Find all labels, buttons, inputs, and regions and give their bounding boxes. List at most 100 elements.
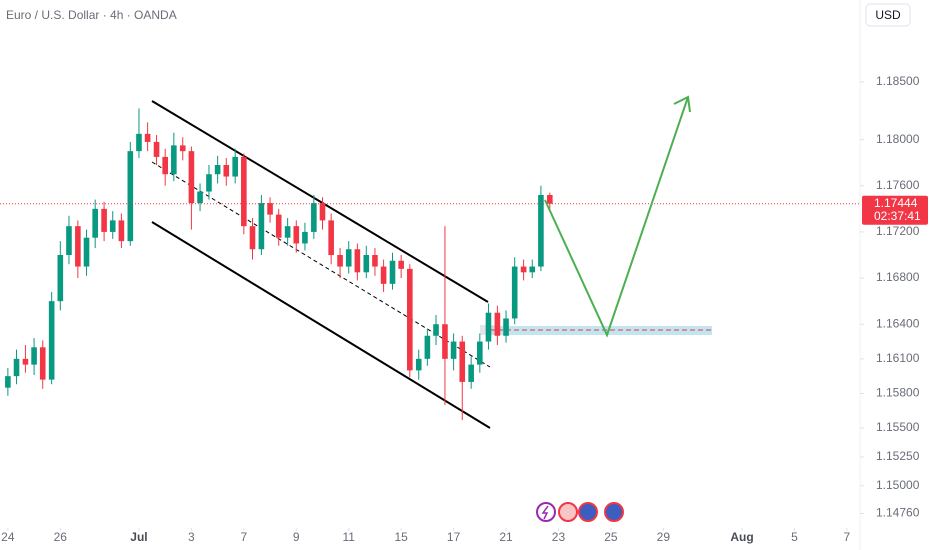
x-tick-label: 7 xyxy=(844,530,851,544)
y-tick-label: 1.17200 xyxy=(876,224,920,238)
x-tick-label: 24 xyxy=(1,530,15,544)
candle-body xyxy=(127,151,134,242)
currency-button[interactable] xyxy=(865,3,911,27)
candle-body xyxy=(284,226,291,238)
current-price-label: 1.17444 xyxy=(874,196,918,210)
candle-body xyxy=(109,220,116,232)
candle-body xyxy=(48,301,55,380)
plot-area xyxy=(0,100,860,429)
candle-body xyxy=(162,156,168,175)
candle-body xyxy=(214,165,221,175)
current-price-box xyxy=(862,195,928,225)
x-tick-label: 11 xyxy=(342,530,355,544)
y-tick-label: 1.15500 xyxy=(876,420,920,434)
candle-body xyxy=(66,226,72,255)
x-tick-label: 9 xyxy=(293,530,300,544)
candle-body xyxy=(101,208,107,232)
x-tick-label: 21 xyxy=(499,530,513,544)
candle-body xyxy=(433,324,439,336)
y-tick-label: 1.16100 xyxy=(876,351,920,365)
x-tick-label: 15 xyxy=(394,530,408,544)
x-tick-label: Jul xyxy=(130,530,147,544)
event-icon[interactable] xyxy=(604,502,624,522)
candle-body xyxy=(92,208,98,238)
event-icon-glyph xyxy=(541,505,549,520)
x-tick-label: 5 xyxy=(791,530,798,544)
candle-body xyxy=(389,260,396,284)
candle-body xyxy=(511,266,518,319)
candle-body xyxy=(363,255,370,273)
y-tick-label: 1.17600 xyxy=(876,178,920,192)
candle-body xyxy=(529,266,536,273)
candle-body xyxy=(415,358,422,371)
candle-body xyxy=(372,255,378,267)
candle-body xyxy=(75,226,81,267)
candle-body xyxy=(13,358,20,377)
y-tick-label: 1.15800 xyxy=(876,386,920,400)
x-tick-label: 23 xyxy=(552,530,566,544)
candle-body xyxy=(232,156,238,177)
event-icon[interactable] xyxy=(558,502,578,522)
y-tick-label: 1.18000 xyxy=(876,132,920,146)
candle-body xyxy=(328,220,334,255)
candle-body xyxy=(311,203,317,232)
y-tick-label: 1.14760 xyxy=(876,506,920,520)
x-tick-label: 17 xyxy=(447,530,461,544)
candle-body xyxy=(223,165,230,177)
candle-body xyxy=(398,260,404,269)
candle-body xyxy=(249,226,256,250)
y-tick-label: 1.18500 xyxy=(876,74,920,88)
x-tick-label: 3 xyxy=(188,530,195,544)
candle-body xyxy=(188,151,195,204)
candle-body xyxy=(241,156,247,227)
candle-body xyxy=(144,133,151,142)
candle-body xyxy=(275,214,282,238)
candle-body xyxy=(57,255,64,302)
candle-body xyxy=(380,266,387,284)
y-tick-label: 1.16400 xyxy=(876,316,920,330)
candle-body xyxy=(39,347,46,380)
symbol-title: Euro / U.S. Dollar · 4h · OANDA xyxy=(6,8,177,22)
event-icons xyxy=(536,502,624,522)
candle-body xyxy=(345,249,352,267)
x-tick-label: 26 xyxy=(54,530,68,544)
candle-body xyxy=(179,145,186,152)
candle-body xyxy=(477,341,483,365)
projection-arrow xyxy=(544,95,691,338)
candle-body xyxy=(267,203,273,215)
candle-body xyxy=(118,220,125,242)
candle-body xyxy=(337,255,343,267)
candle-body xyxy=(485,312,492,342)
projection-path xyxy=(544,96,689,338)
candle-body xyxy=(494,312,501,336)
candle-body xyxy=(354,249,361,273)
event-icon[interactable] xyxy=(536,502,556,522)
candle-body xyxy=(407,268,413,371)
candle-body xyxy=(293,226,300,244)
candle-body xyxy=(197,191,203,204)
candle-body xyxy=(468,364,474,382)
candle-body xyxy=(520,266,527,273)
candle-body xyxy=(459,341,466,382)
x-tick-label: Aug xyxy=(730,530,753,544)
y-tick-label: 1.16800 xyxy=(876,270,920,284)
y-tick-label: 1.15000 xyxy=(876,478,920,492)
candle-body xyxy=(424,335,431,359)
currency-label[interactable]: USD xyxy=(875,8,901,22)
support-zone xyxy=(490,326,712,335)
candle-body xyxy=(258,203,265,250)
candle-body xyxy=(31,347,37,365)
candle-body xyxy=(83,237,90,267)
candle-body xyxy=(319,203,326,221)
candle-body xyxy=(450,341,457,359)
event-icon[interactable] xyxy=(578,502,598,522)
candle-body xyxy=(5,376,11,388)
y-tick-label: 1.15250 xyxy=(876,449,920,463)
x-tick-label: 29 xyxy=(657,530,671,544)
channel-lower xyxy=(151,221,491,429)
candle-body xyxy=(136,133,142,152)
candle-body xyxy=(153,141,160,157)
